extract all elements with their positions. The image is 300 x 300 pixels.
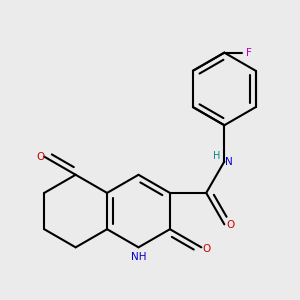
Text: F: F bbox=[246, 48, 252, 58]
Text: O: O bbox=[226, 220, 235, 230]
Text: O: O bbox=[36, 152, 44, 162]
Text: NH: NH bbox=[131, 252, 146, 262]
Text: N: N bbox=[225, 157, 232, 166]
Text: H: H bbox=[213, 151, 221, 161]
Text: O: O bbox=[202, 244, 211, 254]
